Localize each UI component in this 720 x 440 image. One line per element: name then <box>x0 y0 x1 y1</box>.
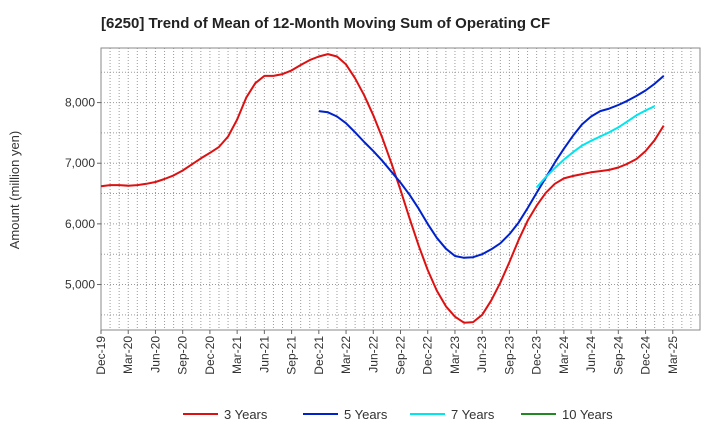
series-lines <box>100 53 665 324</box>
x-tick-label: Sep-21 <box>285 336 299 375</box>
x-tick-label: Jun-22 <box>366 336 380 373</box>
series-line-7-years <box>535 105 656 189</box>
x-tick-label: Jun-24 <box>584 336 598 373</box>
x-tick-label: Dec-22 <box>421 336 435 375</box>
x-tick-label: Jun-21 <box>257 336 271 373</box>
x-tick-label: Mar-21 <box>230 336 244 374</box>
y-axis-ticks: 5,000 6,000 7,000 8,000 <box>65 96 101 292</box>
legend-label: 10 Years <box>562 407 613 422</box>
x-tick-label: Mar-25 <box>666 336 680 374</box>
x-tick-label: Dec-24 <box>639 336 653 375</box>
legend: 3 Years 5 Years 7 Years 10 Years <box>183 407 613 422</box>
x-tick-label: Sep-24 <box>611 336 625 375</box>
legend-label: 5 Years <box>344 407 388 422</box>
y-tick-label: 5,000 <box>65 278 95 292</box>
x-tick-label: Sep-22 <box>394 336 408 375</box>
x-tick-label: Jun-23 <box>475 336 489 373</box>
vertical-gridlines <box>109 48 692 330</box>
legend-label: 3 Years <box>224 407 268 422</box>
series-line-5-years <box>318 75 665 259</box>
x-tick-label: Sep-20 <box>176 336 190 375</box>
x-tick-label: Sep-23 <box>502 336 516 375</box>
horizontal-gridlines <box>101 71 700 316</box>
x-tick-label: Mar-23 <box>448 336 462 374</box>
x-tick-label: Dec-19 <box>94 336 108 375</box>
x-tick-label: Dec-20 <box>203 336 217 375</box>
y-axis-label: Amount (million yen) <box>7 131 22 250</box>
y-tick-label: 6,000 <box>65 217 95 231</box>
x-tick-label: Mar-24 <box>557 336 571 374</box>
chart-title: [6250] Trend of Mean of 12-Month Moving … <box>101 15 550 32</box>
y-tick-label: 7,000 <box>65 156 95 170</box>
x-axis-ticks: Dec-19 Mar-20 Jun-20 Sep-20 Dec-20 Mar-21 Jun-… <box>94 330 680 375</box>
x-tick-label: Mar-22 <box>339 336 353 374</box>
y-tick-label: 8,000 <box>65 96 95 110</box>
x-tick-label: Mar-20 <box>121 336 135 374</box>
legend-label: 7 Years <box>451 407 495 422</box>
series-line-3-years <box>100 53 665 324</box>
x-tick-label: Dec-23 <box>530 336 544 375</box>
x-tick-label: Jun-20 <box>148 336 162 373</box>
x-tick-label: Dec-21 <box>312 336 326 375</box>
